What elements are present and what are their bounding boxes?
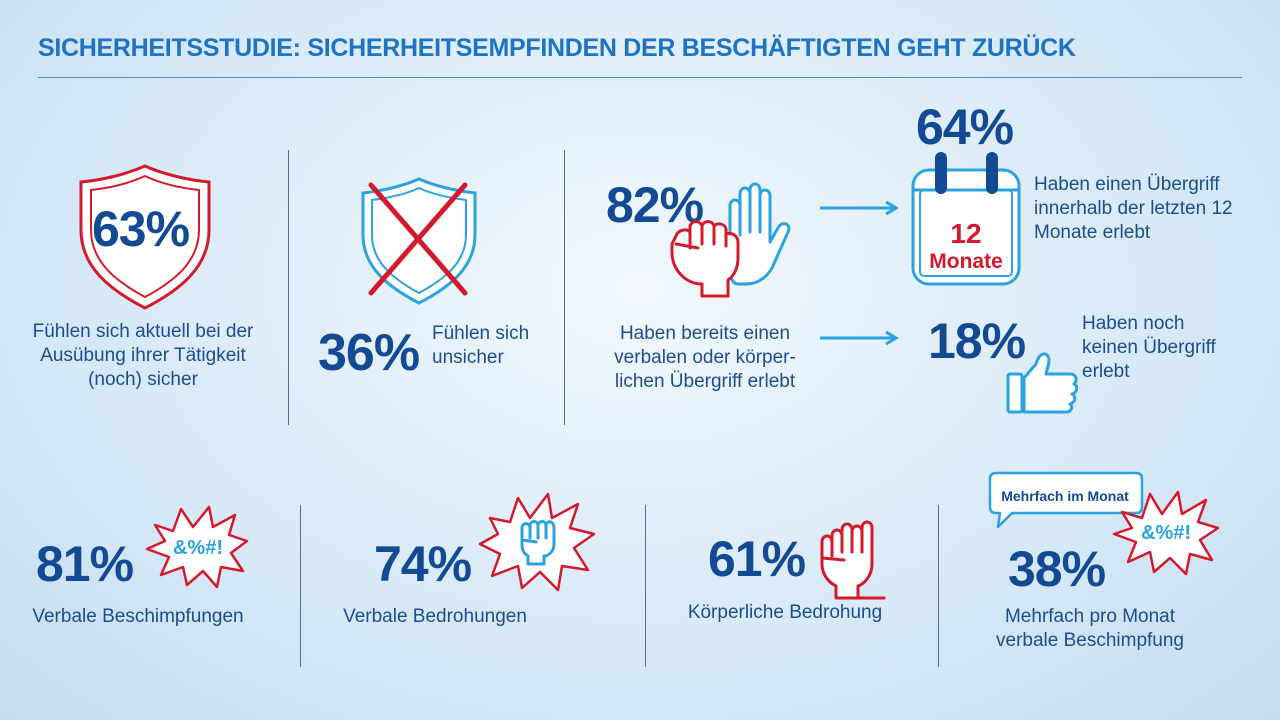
stat-last12-value: 64% [916, 99, 1014, 155]
divider [564, 150, 565, 425]
divider [288, 150, 289, 425]
raised-fist-burst-icon [478, 492, 596, 592]
stat-experienced-text: Haben bereits einen verbalen oder körper… [614, 323, 796, 392]
swearing-burst-icon [1112, 490, 1220, 576]
shield-icon [79, 164, 211, 310]
stat-multiple-label: Mehrfach pro Monat verbale Beschimpfung [996, 606, 1184, 651]
shield-crossed-icon [361, 177, 477, 305]
burst-text: &%#! [172, 537, 223, 559]
calendar-icon [911, 152, 1021, 286]
stat-threats-label: Verbale Bedrohungen [343, 606, 527, 627]
swearing-burst-icon [145, 505, 249, 589]
stat-last12-text: Haben einen Übergriff innerhalb der letz… [1034, 174, 1233, 243]
arrow-icon [820, 330, 899, 346]
divider [645, 505, 646, 667]
arrow-icon [820, 200, 899, 216]
stat-multiple-value: 38% [1008, 541, 1106, 597]
stat-insults-label: Verbale Beschimpfungen [32, 606, 244, 627]
stat-safe-text: Fühlen sich aktuell bei der Ausübung ihr… [32, 321, 254, 390]
divider [300, 505, 301, 667]
bubble-text: Mehrfach im Monat [1001, 488, 1129, 504]
page-title: SICHERHEITSSTUDIE: SICHERHEITSEMPFINDEN … [38, 34, 1076, 62]
thumbs-up-icon [1006, 352, 1079, 414]
fist-icon [820, 520, 886, 600]
title-divider [38, 77, 1242, 78]
calendar-number: 12 [950, 218, 982, 249]
calendar-label: Monate [929, 250, 1003, 273]
stat-unsafe-text: Fühlen sich unsicher [432, 323, 530, 368]
stat-none-text: Haben noch keinen Übergriff erlebt [1082, 313, 1216, 382]
stat-insults-value: 81% [36, 536, 134, 592]
divider [938, 505, 939, 667]
fist-and-hand-icon [670, 182, 791, 298]
speech-bubble-icon [988, 471, 1144, 529]
stat-physical-value: 61% [708, 531, 806, 587]
stat-physical-label: Körperliche Bedrohung [687, 602, 883, 623]
stat-none-value: 18% [928, 313, 1026, 369]
stat-unsafe-value: 36% [318, 324, 420, 382]
stat-safe-value: 63% [92, 201, 190, 257]
stat-threats-value: 74% [374, 536, 472, 592]
burst-text: &%#! [1140, 522, 1191, 544]
stat-experienced-value: 82% [606, 177, 704, 233]
